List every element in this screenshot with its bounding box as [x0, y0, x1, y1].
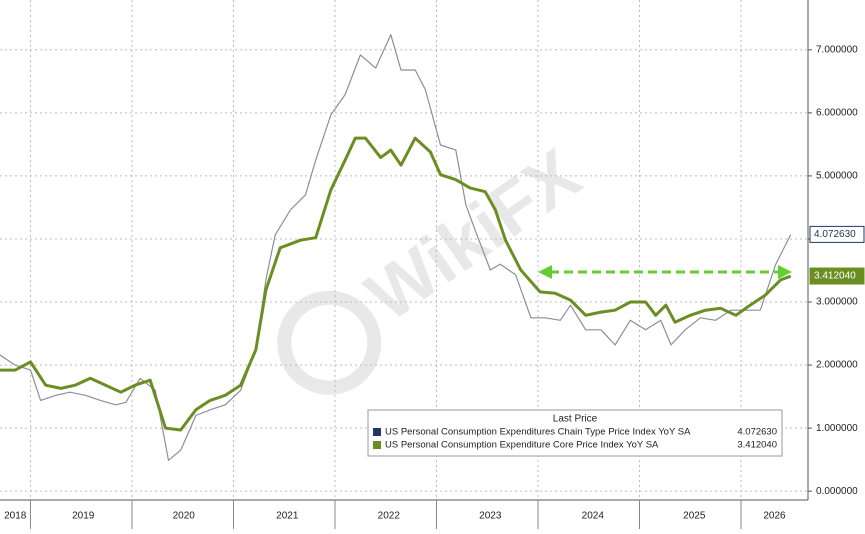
x-tick-label: 2020 [173, 511, 196, 522]
legend-value: 3.412040 [737, 440, 777, 451]
x-tick-label: 2018 [4, 511, 27, 522]
series-line [0, 34, 792, 461]
legend-title: Last Price [553, 414, 598, 425]
y-tick-label: 0.000000 [816, 486, 858, 497]
x-tick-label: 2026 [763, 511, 786, 522]
value-tag-label: 4.072630 [814, 229, 856, 240]
x-tick-label: 2022 [378, 511, 401, 522]
y-tick-label: 7.000000 [816, 44, 858, 55]
y-tick-label: 1.000000 [816, 423, 858, 434]
legend-swatch [373, 441, 381, 449]
value-tag [809, 225, 865, 243]
x-tick-label: 2019 [72, 511, 95, 522]
legend: Last Price US Personal Consumption Expend… [367, 409, 783, 457]
x-tick-label: 2021 [276, 511, 299, 522]
legend-label: US Personal Consumption Expenditures Cha… [385, 427, 691, 438]
legend-swatch [373, 428, 381, 436]
legend-value: 4.072630 [737, 427, 777, 438]
x-tick-label: 2024 [582, 511, 605, 522]
legend-box [367, 409, 783, 457]
value-tag-label: 3.412040 [814, 271, 856, 282]
legend-label: US Personal Consumption Expenditure Core… [385, 440, 659, 451]
watermark-logo [277, 290, 382, 395]
y-tick-label: 3.000000 [816, 297, 858, 308]
y-tick-label: 6.000000 [816, 108, 858, 119]
series-line [0, 136, 792, 432]
x-tick-label: 2025 [683, 511, 706, 522]
y-tick-label: 2.000000 [816, 360, 858, 371]
value-tag [809, 267, 865, 285]
y-tick-label: 5.000000 [816, 171, 858, 182]
x-tick-label: 2023 [479, 511, 502, 522]
